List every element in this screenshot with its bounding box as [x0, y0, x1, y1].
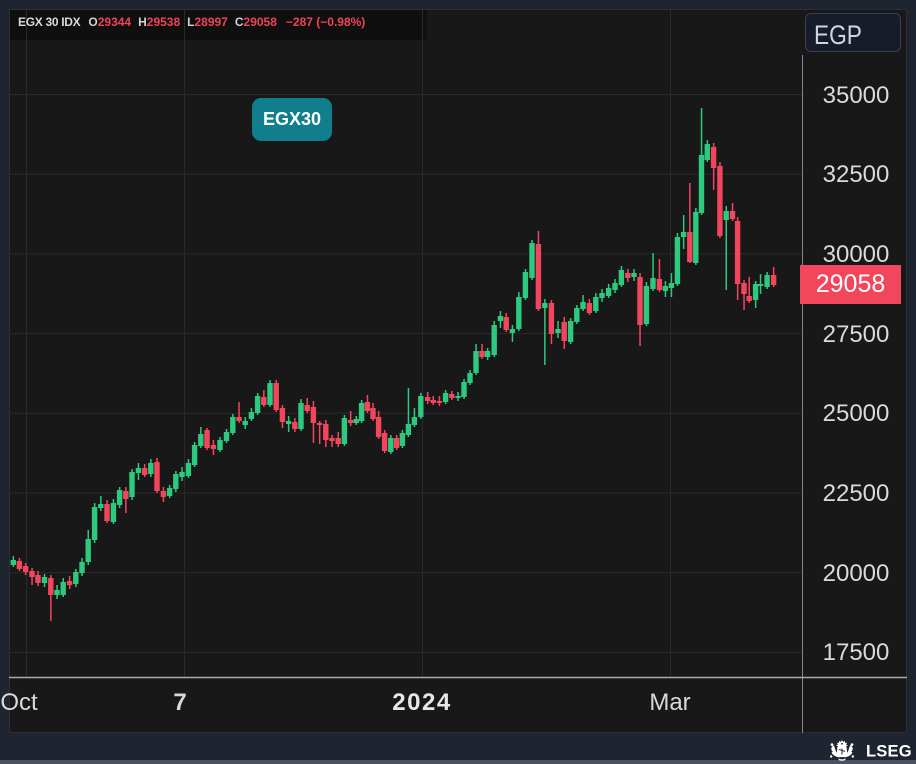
- svg-text:LSEG: LSEG: [866, 743, 912, 761]
